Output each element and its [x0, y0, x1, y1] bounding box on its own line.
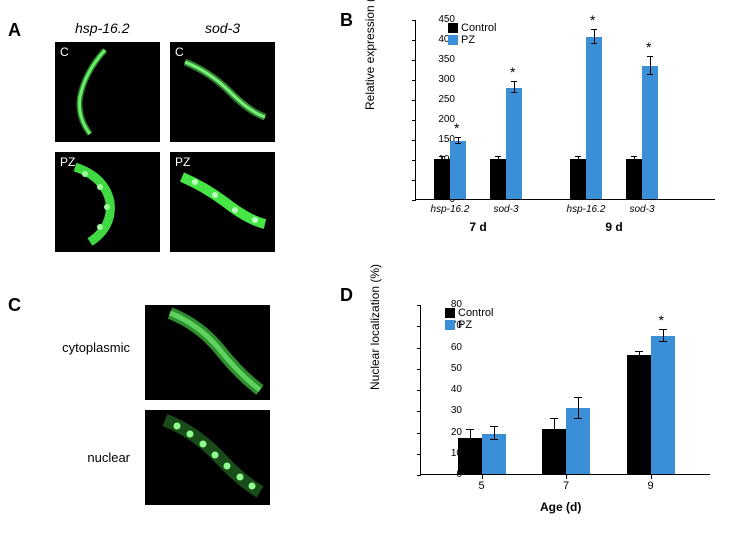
panel-b-bar: [642, 66, 658, 199]
panel-a-col1-header: hsp-16.2: [75, 20, 129, 36]
panel-a-img-label-pz2: PZ: [175, 155, 190, 169]
panel-b-ytick: 200: [425, 114, 455, 125]
panel-b-star: *: [646, 39, 651, 55]
panel-b: Relative expression (%) 0501001502002503…: [370, 10, 730, 260]
panel-a-img-c-sod: C: [170, 42, 275, 142]
panel-d-bar: [627, 355, 651, 474]
panel-b-bar: [450, 141, 466, 199]
panel-b-bar: [506, 88, 522, 199]
panel-b-xtick: sod-3: [621, 204, 663, 215]
legend-swatch-control-d: [445, 308, 455, 318]
panel-d-ytick: 40: [432, 384, 462, 395]
panel-d-ytick: 60: [432, 342, 462, 353]
panel-b-bar: [434, 159, 450, 199]
panel-b-bar: [586, 37, 602, 199]
panel-b-bar: [490, 159, 506, 199]
panel-a-img-label-pz1: PZ: [60, 155, 75, 169]
panel-d: Nuclear localization (%) 010203040506070…: [370, 295, 730, 525]
panel-b-label: B: [340, 10, 353, 31]
panel-a-img-pz-hsp: PZ: [55, 152, 160, 252]
panel-a-img-label-c2: C: [175, 45, 184, 59]
legend-label-control-d: Control: [458, 307, 493, 319]
panel-d-ytick: 30: [432, 405, 462, 416]
panel-b-ylabel: Relative expression (%): [363, 0, 377, 110]
panel-b-xgroup: 7 d: [434, 220, 522, 234]
panel-c-img-cyto: [145, 305, 270, 400]
panel-c-label-nuclear: nuclear: [40, 450, 130, 465]
panel-d-xtick: 5: [458, 480, 506, 492]
panel-b-chart: 050100150200250300350400450*hsp-16.2*sod…: [415, 20, 715, 200]
panel-b-legend: Control PZ: [448, 22, 496, 46]
legend-swatch-control: [448, 23, 458, 33]
panel-c-img-nuclear: [145, 410, 270, 505]
panel-c-label-cyto: cytoplasmic: [40, 340, 130, 355]
panel-d-label: D: [340, 285, 353, 306]
legend-swatch-pz: [448, 35, 458, 45]
panel-d-xtick: 9: [627, 480, 675, 492]
panel-a-img-label-c1: C: [60, 45, 69, 59]
panel-d-xlabel: Age (d): [540, 500, 581, 514]
panel-a-col2-header: sod-3: [205, 20, 240, 36]
panel-d-legend: Control PZ: [445, 307, 493, 331]
panel-d-star: *: [659, 312, 664, 328]
panel-b-star: *: [590, 12, 595, 28]
legend-label-pz: PZ: [461, 34, 475, 46]
panel-b-ytick: 350: [425, 54, 455, 65]
panel-d-xtick: 7: [542, 480, 590, 492]
panel-b-xgroup: 9 d: [570, 220, 658, 234]
panel-a-img-pz-sod: PZ: [170, 152, 275, 252]
panel-b-xtick: hsp-16.2: [429, 204, 471, 215]
panel-d-bar: [651, 336, 675, 474]
panel-b-star: *: [454, 120, 459, 136]
panel-d-ytick: 20: [432, 427, 462, 438]
panel-b-bar: [626, 159, 642, 199]
panel-c-label: C: [8, 295, 21, 316]
panel-a-img-c-hsp: C: [55, 42, 160, 142]
legend-label-pz-d: PZ: [458, 319, 472, 331]
panel-d-ylabel: Nuclear localization (%): [368, 264, 382, 390]
panel-b-star: *: [510, 64, 515, 80]
panel-b-xtick: sod-3: [485, 204, 527, 215]
legend-swatch-pz-d: [445, 320, 455, 330]
panel-b-ytick: 300: [425, 74, 455, 85]
panel-b-ytick: 250: [425, 94, 455, 105]
panel-a-label: A: [8, 20, 21, 41]
legend-label-control: Control: [461, 22, 496, 34]
panel-b-bar: [570, 159, 586, 199]
panel-d-ytick: 50: [432, 363, 462, 374]
panel-b-xtick: hsp-16.2: [565, 204, 607, 215]
